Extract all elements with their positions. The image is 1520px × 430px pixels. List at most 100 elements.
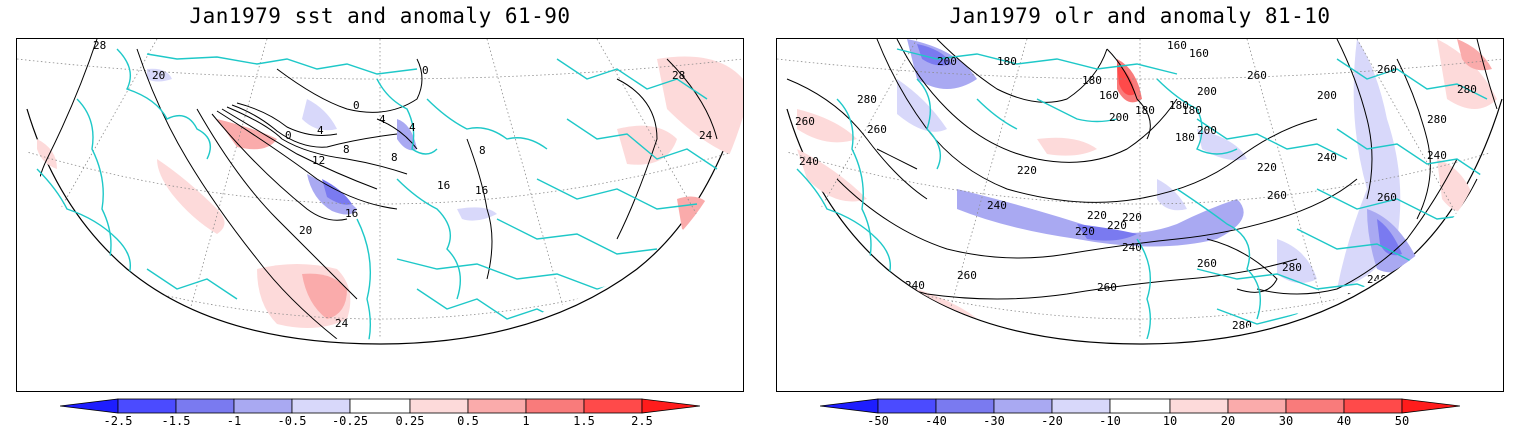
contour-label: 220 [1075,225,1095,238]
colorbar-swatch [1285,398,1345,414]
contour-label: 20 [299,224,312,237]
olr-map: 200 180 160 160 180 160 180 200 260 260 … [776,38,1504,392]
contour-label: 180 [1169,99,1189,112]
contour-label: 220 [1107,219,1127,232]
contour-label: 260 [957,269,977,282]
colorbar-tick-label: -1 [226,414,242,428]
olr-panel: Jan1979 olr and anomaly 81-10 [770,0,1510,430]
contour-label: 28 [375,365,388,378]
sst-colorbar: -2.5 -1.5 -1 -0.5 -0.25 0.25 0.5 1 1.5 2… [60,398,700,430]
contour-label: 240 [1042,351,1062,364]
colorbar-swatch [525,398,585,414]
contour-label: 260 [1247,69,1267,82]
sst-contour-labels: 28 20 0 0 4 4 0 4 8 12 8 8 16 16 20 24 2 [93,39,713,382]
contour-label: 280 [1427,113,1447,126]
contour-label: 16 [345,207,358,220]
contour-label: 220 [1087,209,1107,222]
contour-label: 200 [1197,85,1217,98]
contour-label: 12 [312,154,325,167]
sst-panel-title: Jan1979 sst and anomaly 61-90 [189,4,571,28]
contour-label: 260 [1377,63,1397,76]
contour-label: 280 [1282,261,1302,274]
contour-label: 260 [1377,191,1397,204]
contour-label: 260 [1207,339,1227,352]
contour-label: 16 [475,184,488,197]
colorbar-swatch [1401,398,1460,414]
contour-label: 240 [1122,241,1142,254]
colorbar-swatch [641,398,700,414]
contour-label: 180 [1182,104,1202,117]
colorbar-tick-label: -50 [867,414,889,428]
contour-label: 16 [437,179,450,192]
colorbar-tick-label: 40 [1336,414,1352,428]
colorbar-tick-label: 50 [1394,414,1410,428]
contour-label: 160 [1189,47,1209,60]
colorbar-tick-label: 1.5 [573,414,595,428]
contour-label: 8 [479,144,486,157]
contour-label: 260 [867,123,887,136]
olr-map-svg: 200 180 160 160 180 160 180 200 260 260 … [777,39,1503,382]
colorbar-swatch [583,398,643,414]
contour-label: 4 [317,124,324,137]
colorbar-swatch [467,398,527,414]
sst-contours [36,39,718,340]
contour-label: 180 [1082,74,1102,87]
colorbar-tick-label: -0.5 [277,414,307,428]
colorbar-tick-label: 10 [1162,414,1178,428]
contour-label: 4 [409,121,416,134]
colorbar-tick-label: -2.5 [103,414,133,428]
contour-label: 200 [1332,309,1352,322]
colorbar-swatch [1109,398,1171,414]
olr-panel-title: Jan1979 olr and anomaly 81-10 [949,4,1331,28]
contour-label: 0 [422,64,429,77]
contour-label: 28 [409,369,422,382]
sst-colorbar-svg [60,398,700,414]
contour-label: 260 [1267,189,1287,202]
colorbar-swatch [175,398,235,414]
colorbar-swatch [1169,398,1229,414]
sst-grid [17,39,743,340]
colorbar-swatch [117,398,177,414]
colorbar-tick-label: 20 [1220,414,1236,428]
colorbar-tick-label: -0.25 [331,414,369,428]
contour-label: 260 [1097,281,1117,294]
contour-label: 220 [1257,359,1277,372]
contour-label: 240 [799,155,819,168]
olr-contour-labels: 200 180 160 160 180 160 180 200 260 260 … [795,39,1477,382]
colorbar-tick-label: 2.5 [631,414,653,428]
contour-label: 220 [1347,291,1367,304]
olr-colorbar-svg [820,398,1460,414]
contour-label: 24 [699,129,713,142]
contour-label: 260 [795,115,815,128]
contour-label: 200 [1317,89,1337,102]
colorbar-tick-label: 0.5 [457,414,479,428]
contour-label: 260 [1257,365,1277,378]
contour-label: 4 [379,113,386,126]
globe-edge [786,98,1503,345]
contour-label: 20 [152,69,165,82]
contour-label: 200 [937,55,957,68]
contour-label: 280 [857,93,877,106]
colorbar-tick-label: 0.25 [395,414,425,428]
contour-label: 8 [343,143,350,156]
contour-label: 260 [977,369,997,382]
contour-label: 220 [1017,164,1037,177]
sst-map-svg: 28 20 0 0 4 4 0 4 8 12 8 8 16 16 20 24 2 [17,39,743,382]
olr-colorbar: -50 -40 -30 -20 -10 10 20 30 40 50 [820,398,1460,430]
colorbar-tick-label: -30 [983,414,1005,428]
contour-label: 180 [1175,131,1195,144]
globe-edge [26,98,743,345]
colorbar-swatch [877,398,937,414]
contour-label: 220 [1122,211,1142,224]
colorbar-swatch [1051,398,1111,414]
sst-coastlines [36,48,718,340]
colorbar-swatch [820,398,879,414]
colorbar-swatch [409,398,469,414]
sst-map: 28 20 0 0 4 4 0 4 8 12 8 8 16 16 20 24 2 [16,38,744,392]
sst-panel: Jan1979 sst and anomaly 61-90 [10,0,750,430]
contour-label: 28 [672,69,685,82]
contour-label: 200 [1313,311,1333,324]
colorbar-swatch [349,398,411,414]
colorbar-tick-label: 1 [522,414,530,428]
colorbar-swatch [935,398,995,414]
